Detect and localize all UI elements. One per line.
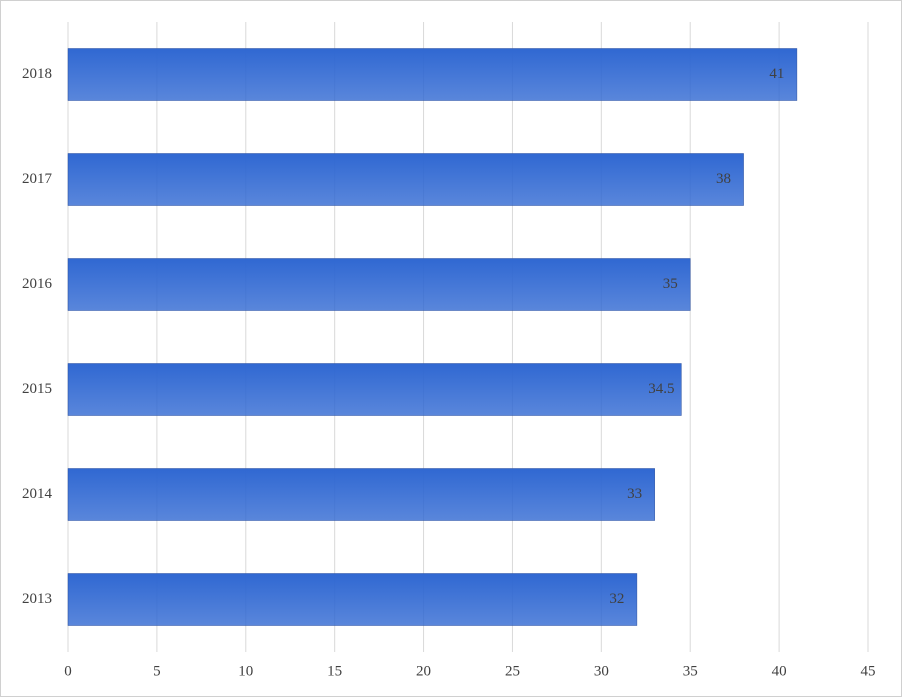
bar (67, 258, 691, 311)
x-tick-label: 30 (594, 663, 609, 679)
x-tick-label: 0 (64, 663, 72, 679)
x-tick-label: 20 (416, 663, 431, 679)
data-label: 35 (663, 276, 678, 292)
x-tick-label: 25 (505, 663, 520, 679)
bar (67, 48, 798, 101)
data-label: 34.5 (648, 381, 674, 397)
y-tick-label: 2018 (22, 66, 52, 82)
data-label: 41 (769, 66, 784, 82)
bar (67, 363, 682, 416)
x-tick-label: 35 (683, 663, 698, 679)
x-tick-label: 45 (861, 663, 876, 679)
data-label: 33 (627, 486, 642, 502)
bar (67, 153, 744, 206)
x-tick-label: 40 (772, 663, 787, 679)
y-tick-label: 2017 (22, 171, 53, 187)
y-tick-label: 2014 (22, 486, 53, 502)
x-tick-label: 10 (238, 663, 253, 679)
y-tick-label: 2015 (22, 381, 52, 397)
data-label: 38 (716, 171, 731, 187)
y-tick-label: 2013 (22, 591, 52, 607)
x-tick-label: 5 (153, 663, 161, 679)
x-tick-label: 15 (327, 663, 342, 679)
y-tick-label: 2016 (22, 276, 53, 292)
data-label: 32 (609, 591, 624, 607)
bar (67, 468, 655, 521)
bar (67, 573, 638, 626)
